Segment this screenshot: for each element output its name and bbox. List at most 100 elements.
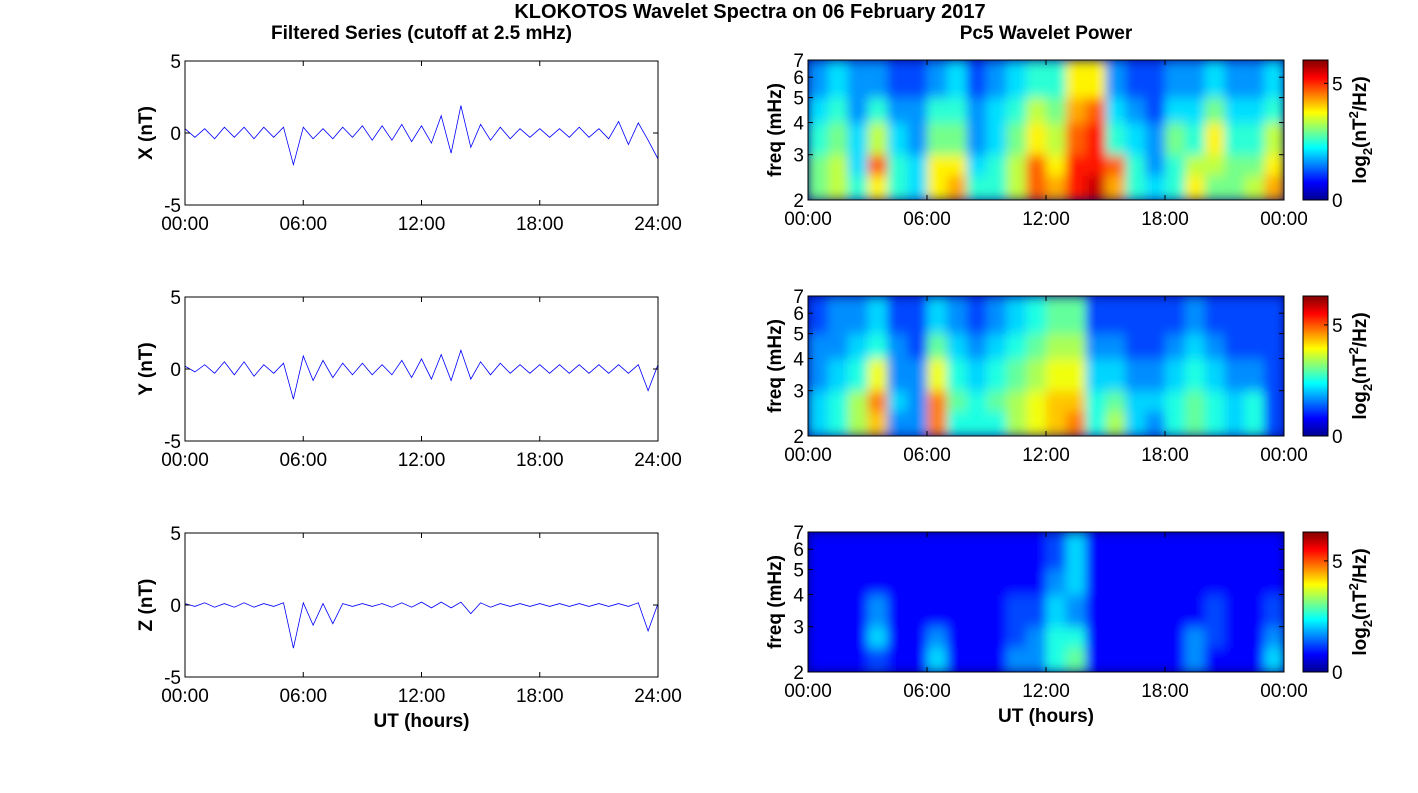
colorbar-label: log2(nT2/Hz) bbox=[1346, 312, 1375, 419]
heatmap-cell bbox=[946, 122, 968, 156]
heatmap-cell bbox=[1264, 532, 1284, 571]
heatmap-cell bbox=[1105, 626, 1126, 648]
heatmap-cell bbox=[1145, 60, 1166, 99]
heatmap-cell bbox=[986, 60, 1007, 99]
heatmap-cell bbox=[887, 60, 908, 99]
x-tick-label: 00:00 bbox=[1260, 209, 1308, 230]
heatmap-cell bbox=[1244, 594, 1265, 628]
heatmap-cell bbox=[1224, 154, 1245, 176]
heatmap-cell bbox=[1224, 175, 1245, 200]
heatmap-cell bbox=[1165, 569, 1186, 596]
heatmap-cell bbox=[1065, 154, 1087, 176]
heatmap-cell bbox=[887, 154, 908, 176]
heatmap-cell bbox=[907, 296, 928, 335]
y-axis-label: freq (mHz) bbox=[765, 555, 786, 649]
heatmap-cell bbox=[827, 626, 849, 648]
heatmap-cell bbox=[1264, 594, 1284, 628]
heatmap-cell bbox=[986, 296, 1007, 335]
heatmap-cell bbox=[847, 569, 868, 596]
heatmap-cell bbox=[1125, 358, 1146, 392]
heatmap-cell bbox=[1125, 175, 1146, 200]
heatmap-cell bbox=[1264, 97, 1284, 124]
heatmap-cell bbox=[1165, 154, 1186, 176]
heatmap-cell bbox=[1105, 333, 1126, 360]
heatmap-cell bbox=[827, 390, 849, 412]
heatmap-cell bbox=[1264, 626, 1284, 648]
y-tick-label: 5 bbox=[793, 325, 804, 346]
colorbar-label-part: (nT bbox=[1350, 590, 1371, 620]
heatmap-cell bbox=[867, 569, 888, 596]
heatmap-cells bbox=[808, 296, 1284, 436]
heatmap-cell bbox=[986, 626, 1007, 648]
y-tick-label: -5 bbox=[164, 432, 181, 453]
heatmap-cell bbox=[1165, 333, 1186, 360]
heatmap-cell bbox=[907, 594, 928, 628]
heatmap-cell bbox=[808, 569, 829, 596]
heatmap-cell bbox=[927, 647, 948, 672]
heatmap-cell bbox=[1065, 358, 1087, 392]
heatmap-cell bbox=[907, 97, 928, 124]
y-tick-label: 5 bbox=[170, 288, 181, 309]
heatmap-cell bbox=[887, 411, 908, 436]
heatmap-cell bbox=[1204, 594, 1225, 628]
colorbar-label: log2(nT2/Hz) bbox=[1346, 548, 1375, 655]
y-tick-label: 2 bbox=[793, 427, 804, 448]
heatmap-cell bbox=[907, 411, 928, 436]
heatmap-cell bbox=[966, 594, 987, 628]
heatmap-cell bbox=[887, 175, 908, 200]
heatmap-cells bbox=[808, 60, 1284, 200]
heatmap-cell bbox=[827, 532, 849, 571]
heatmap-cell bbox=[927, 122, 948, 156]
heatmap-cell bbox=[946, 358, 968, 392]
heatmap-cell bbox=[1244, 390, 1265, 412]
heatmap-cell bbox=[1184, 411, 1206, 436]
heatmap-cell bbox=[808, 296, 829, 335]
heatmap-cell bbox=[1085, 358, 1106, 392]
heatmap-cell bbox=[1085, 594, 1106, 628]
heatmap-cell bbox=[847, 390, 868, 412]
heatmap-cell bbox=[808, 411, 829, 436]
heatmap-cell bbox=[808, 60, 829, 99]
colorbar-tick-label: 5 bbox=[1332, 552, 1343, 573]
x-tick-label: 24:00 bbox=[634, 214, 682, 235]
y-tick-label: 6 bbox=[793, 68, 804, 89]
heatmap-cell bbox=[1006, 390, 1027, 412]
heatmap-cell bbox=[1026, 390, 1047, 412]
heatmap-cell bbox=[827, 122, 849, 156]
series-line bbox=[185, 349, 658, 400]
x-tick-label: 18:00 bbox=[1141, 445, 1189, 466]
heatmap-cell bbox=[946, 175, 968, 200]
panel-title: Filtered Series (cutoff at 2.5 mHz) bbox=[271, 23, 572, 44]
heatmap-cell bbox=[808, 333, 829, 360]
heatmap-cell bbox=[1264, 647, 1284, 672]
heatmap-cell bbox=[1145, 626, 1166, 648]
heatmap-cell bbox=[966, 647, 987, 672]
heatmap-cell bbox=[1006, 175, 1027, 200]
heatmap-cell bbox=[927, 154, 948, 176]
heatmap-cell bbox=[847, 647, 868, 672]
heatmap-cell bbox=[1184, 154, 1206, 176]
heatmap-cell bbox=[1006, 626, 1027, 648]
heatmap-cell bbox=[1184, 122, 1206, 156]
heatmap-cell bbox=[1046, 569, 1067, 596]
heatmap-cell bbox=[808, 358, 829, 392]
heatmap-cell bbox=[1204, 60, 1225, 99]
heatmap-cell bbox=[1224, 594, 1245, 628]
heatmap-cell bbox=[927, 60, 948, 99]
colorbar-label-part: log bbox=[1350, 391, 1371, 420]
heatmap-cell bbox=[1105, 296, 1126, 335]
heatmap-cell bbox=[1065, 411, 1087, 436]
heatmap-cell bbox=[1065, 97, 1087, 124]
heatmap-cell bbox=[986, 175, 1007, 200]
heatmap-cell bbox=[1105, 647, 1126, 672]
heatmap-cell bbox=[1125, 532, 1146, 571]
colorbar-tick-label: 0 bbox=[1332, 663, 1343, 684]
heatmap-cell bbox=[847, 97, 868, 124]
heatmap-cell bbox=[1026, 60, 1047, 99]
heatmap-cell bbox=[1244, 647, 1265, 672]
heatmap-cell bbox=[1026, 569, 1047, 596]
heatmap-cell bbox=[907, 532, 928, 571]
x-tick-label: 06:00 bbox=[279, 450, 327, 471]
